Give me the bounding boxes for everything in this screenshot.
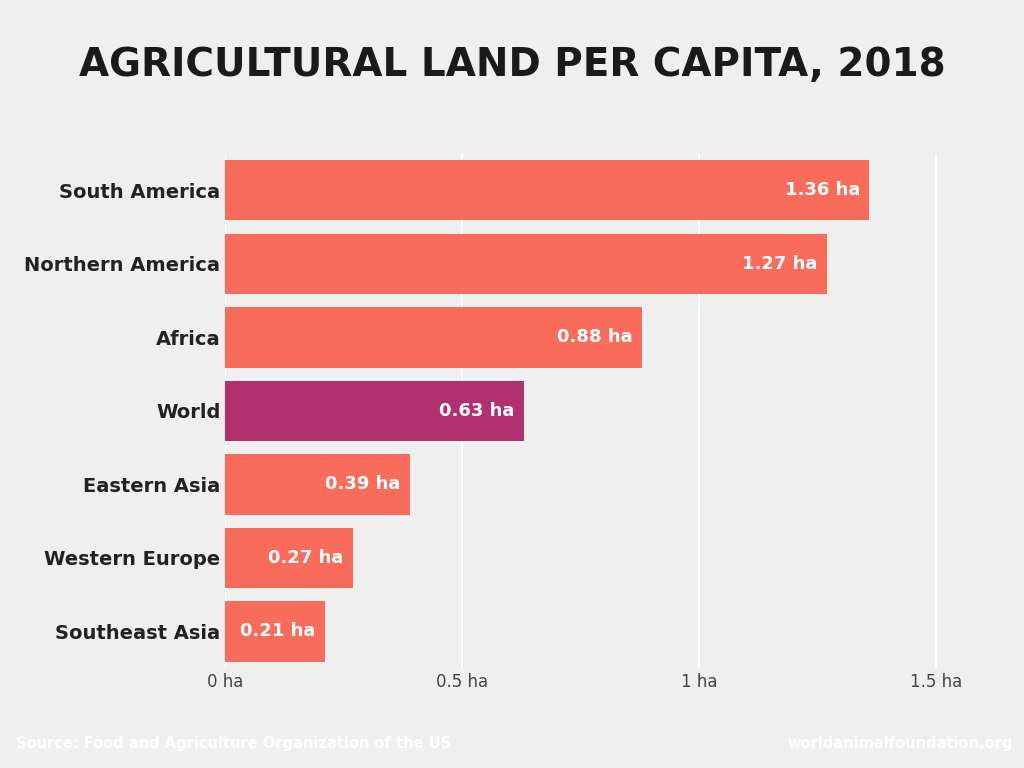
Bar (225, 528, 353, 588)
Text: 1.27 ha: 1.27 ha (742, 255, 817, 273)
Bar (225, 233, 826, 294)
Text: worldanimalfoundation.org: worldanimalfoundation.org (787, 736, 1013, 750)
Text: 0.39 ha: 0.39 ha (326, 475, 400, 493)
Bar (225, 161, 869, 220)
Bar (225, 454, 410, 515)
Text: 0.27 ha: 0.27 ha (268, 549, 344, 567)
Text: 0.88 ha: 0.88 ha (557, 329, 633, 346)
Text: Source: Food and Agriculture Organization of the US: Source: Food and Agriculture Organizatio… (16, 736, 452, 750)
Text: 1.36 ha: 1.36 ha (784, 181, 860, 200)
Text: 0.63 ha: 0.63 ha (439, 402, 514, 420)
Bar (225, 381, 523, 441)
Text: 0.21 ha: 0.21 ha (240, 622, 315, 641)
Bar (225, 601, 325, 661)
Text: AGRICULTURAL LAND PER CAPITA, 2018: AGRICULTURAL LAND PER CAPITA, 2018 (79, 46, 945, 84)
Bar (225, 307, 642, 368)
